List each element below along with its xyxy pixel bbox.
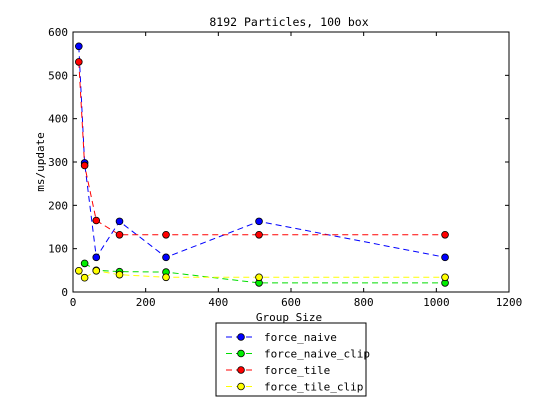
y-axis-label: ms/update <box>34 132 47 192</box>
data-point-force-tile <box>80 161 89 170</box>
data-point-force-tile <box>441 231 449 239</box>
data-point-force-tile-clip <box>162 273 170 282</box>
data-point-force-tile-clip <box>75 266 83 275</box>
chart-title: 8192 Particles, 100 box <box>209 15 368 29</box>
y-tick-label: 0 <box>61 286 68 299</box>
plot-area: 0 200 400 600 800 1000 1200 0 100 200 300 400 500 60… <box>48 26 522 309</box>
legend-label-force-naive-clip: force_naive_clip <box>264 348 370 361</box>
data-point-force-naive <box>255 217 263 226</box>
legend-marker-force-naive-clip <box>237 349 245 358</box>
data-point-force-tile <box>92 216 101 225</box>
legend-marker-force-tile-clip <box>237 382 245 391</box>
x-tick-label: 400 <box>208 296 228 309</box>
data-point-force-naive <box>162 253 170 262</box>
series-line-force-naive <box>78 46 446 259</box>
y-tick-label: 400 <box>48 113 68 126</box>
x-axis-label: Group Size <box>256 311 322 324</box>
series-lines <box>78 46 446 284</box>
x-tick-label: 200 <box>136 296 156 309</box>
series-line-force-tile <box>78 61 446 236</box>
x-tick-label: 600 <box>281 296 301 309</box>
data-point-force-tile-clip <box>255 273 263 282</box>
data-point-force-tile <box>162 231 170 239</box>
data-point-force-naive <box>75 42 83 51</box>
data-point-force-tile <box>255 231 263 239</box>
y-tick-label: 300 <box>48 156 68 169</box>
data-point-force-naive <box>441 253 449 262</box>
series-line-force-naive-clip <box>84 262 446 284</box>
x-tick-label: 0 <box>70 296 77 309</box>
data-point-force-naive-clip <box>80 259 89 268</box>
legend-label-force-tile-clip: force_tile_clip <box>264 381 363 394</box>
legend-marker-force-tile <box>237 366 245 374</box>
data-point-force-naive <box>92 253 101 262</box>
data-point-force-tile-clip <box>115 270 124 279</box>
legend: force_naive force_naive_clip force_tilefor… <box>215 322 370 397</box>
data-point-force-tile-clip <box>80 273 89 282</box>
y-tick-label: 600 <box>48 26 68 39</box>
y-ticks: 0 100 200 300 400 500 600 <box>48 26 509 299</box>
series-markers <box>75 42 449 287</box>
x-tick-label: 1200 <box>496 296 523 309</box>
legend-marker-force-naive <box>237 333 245 341</box>
axes-frame <box>72 31 510 293</box>
data-point-force-naive <box>115 217 124 226</box>
x-ticks: 0 200 400 600 800 1000 1200 <box>70 32 523 309</box>
data-point-force-tile <box>115 231 124 239</box>
data-point-force-tile <box>75 58 83 66</box>
data-point-force-tile-clip <box>92 266 101 275</box>
y-tick-label: 100 <box>48 243 68 256</box>
x-tick-label: 1000 <box>423 296 450 309</box>
y-tick-label: 500 <box>48 69 68 82</box>
x-tick-label: 800 <box>354 296 374 309</box>
legend-label-force-naive: force_naive <box>264 331 337 344</box>
data-point-force-tile-clip <box>441 273 449 282</box>
legend-label-force-tile: force_tile <box>264 364 330 377</box>
y-tick-label: 200 <box>48 199 68 212</box>
